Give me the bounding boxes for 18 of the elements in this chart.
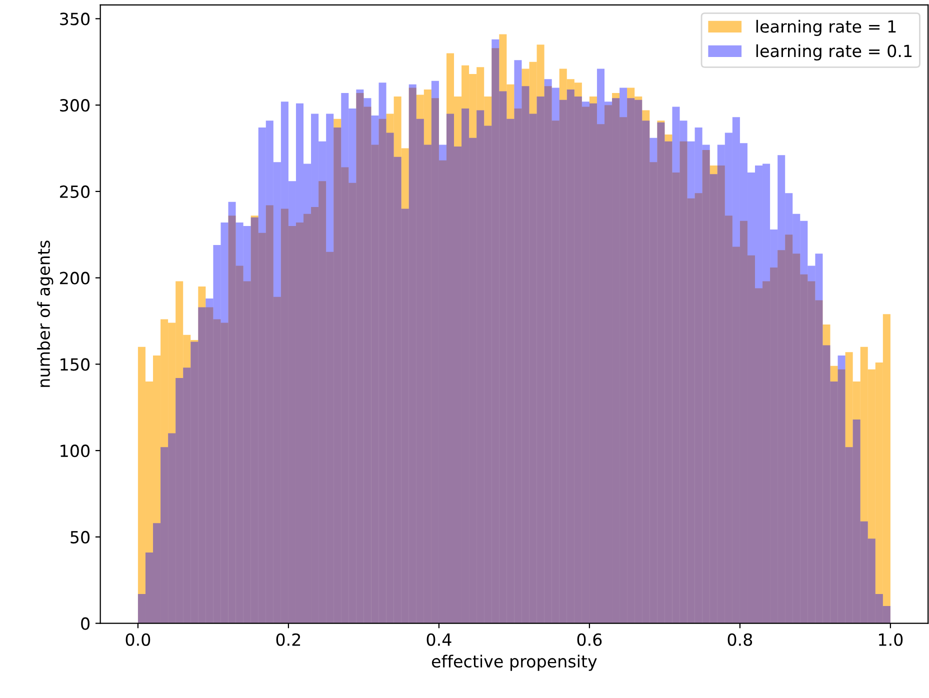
y-tick-label: 350 [60, 12, 90, 26]
y-tick-label: 0 [81, 617, 90, 630]
legend-label: learning rate = 0.1 [756, 44, 912, 60]
y-tick-label: 200 [60, 272, 90, 284]
x-tick-label: 0.8 [728, 633, 752, 646]
y-tick-label: 150 [60, 358, 90, 371]
y-tick-label: 50 [70, 530, 90, 544]
y-tick-label: 250 [60, 185, 90, 198]
x-tick-label: 0.4 [426, 633, 452, 646]
x-tick-label: 0.0 [126, 633, 150, 646]
y-tick-label: 300 [60, 99, 90, 112]
y-tick-label: 100 [60, 444, 90, 458]
legend-label: learning rate = 1 [756, 20, 896, 36]
x-tick-label: 0.2 [276, 633, 300, 646]
x-tick-label: 1.0 [879, 633, 903, 646]
y-axis-title: number of agents [37, 240, 54, 387]
x-tick-label: 0.6 [577, 633, 602, 646]
x-axis-title: effective propensity [432, 654, 597, 671]
